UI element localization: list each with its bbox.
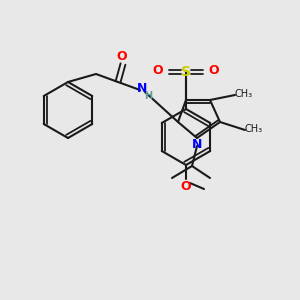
- Text: O: O: [209, 64, 219, 77]
- Text: CH₃: CH₃: [245, 124, 263, 134]
- Text: O: O: [181, 179, 191, 193]
- Text: H: H: [144, 91, 152, 101]
- Text: S: S: [181, 65, 191, 79]
- Text: CH₃: CH₃: [235, 89, 253, 99]
- Text: N: N: [192, 139, 202, 152]
- Text: O: O: [117, 50, 127, 62]
- Text: N: N: [137, 82, 147, 95]
- Text: O: O: [153, 64, 163, 77]
